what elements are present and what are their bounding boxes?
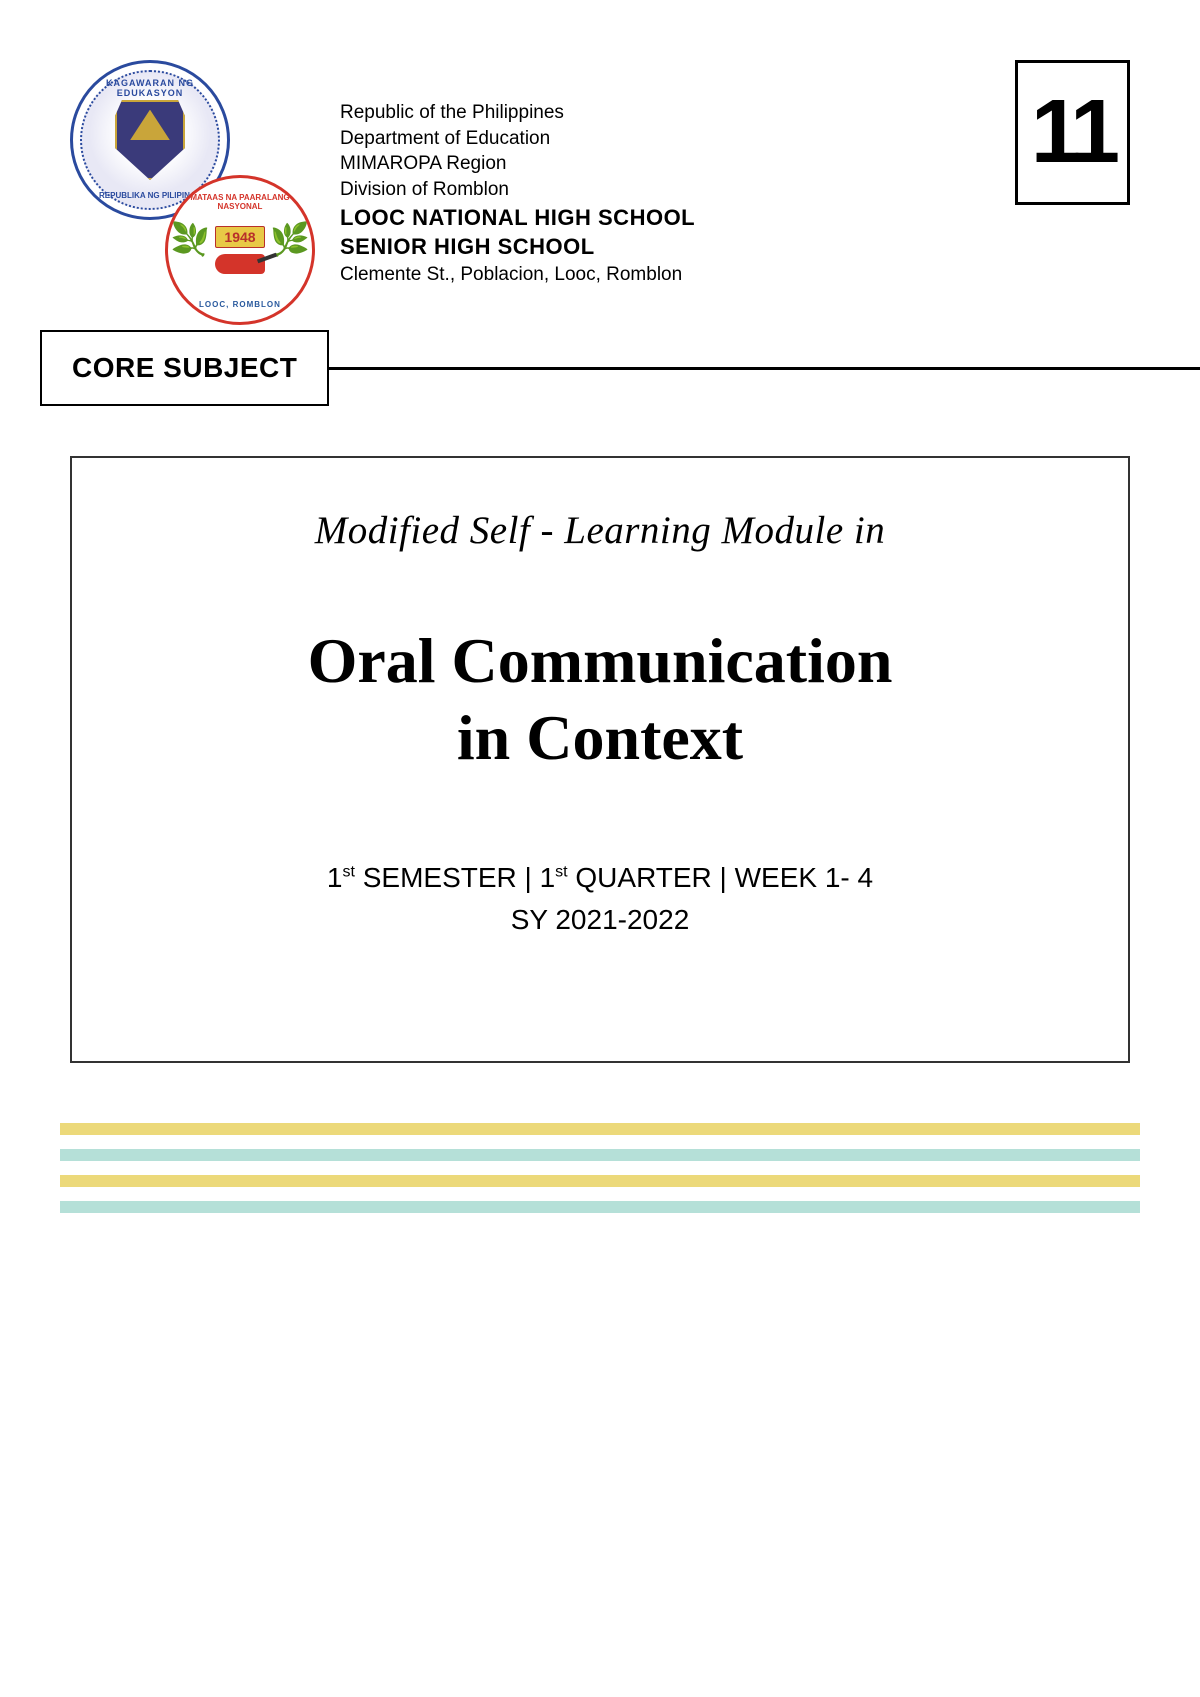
stripe-4 xyxy=(60,1201,1140,1213)
meta-line-2: SY 2021-2022 xyxy=(511,904,690,935)
module-meta: 1st SEMESTER | 1st QUARTER | WEEK 1- 4 S… xyxy=(102,857,1098,941)
header-line-1: Republic of the Philippines xyxy=(340,100,1130,126)
header-line-2: Department of Education xyxy=(340,126,1130,152)
school-year-banner: 1948 xyxy=(215,226,264,248)
stripe-2 xyxy=(60,1149,1140,1161)
page: KAGAWARAN NG EDUKASYON REPUBLIKA NG PILI… xyxy=(0,0,1200,1697)
module-pretitle: Modified Self - Learning Module in xyxy=(102,508,1098,553)
module-title-line-1: Oral Communication xyxy=(308,625,893,696)
meta-mid-1: SEMESTER | 1 xyxy=(355,862,555,893)
header-text-block: Republic of the Philippines Department o… xyxy=(340,100,1130,288)
header-school-1: LOOC NATIONAL HIGH SCHOOL xyxy=(340,203,1130,233)
header-row: KAGAWARAN NG EDUKASYON REPUBLIKA NG PILI… xyxy=(70,60,1130,310)
subject-row: CORE SUBJECT xyxy=(40,330,1130,406)
meta-sup-1: st xyxy=(342,863,354,880)
subject-label-box: CORE SUBJECT xyxy=(40,330,329,406)
school-logo-center: 1948 xyxy=(215,226,265,274)
header-school-2: SENIOR HIGH SCHOOL xyxy=(340,232,1130,262)
header-line-4: Division of Romblon xyxy=(340,177,1130,203)
module-title-line-2: in Context xyxy=(457,702,743,773)
school-logo-top-text: MATAAS NA PAARALANG NASYONAL xyxy=(175,193,305,211)
deped-logo-top-text: KAGAWARAN NG EDUKASYON xyxy=(82,78,218,98)
subject-divider-line xyxy=(329,367,1200,370)
logos-container: KAGAWARAN NG EDUKASYON REPUBLIKA NG PILI… xyxy=(70,60,320,310)
main-content-box: Modified Self - Learning Module in Oral … xyxy=(70,456,1130,1063)
laurel-left-icon: 🌿 xyxy=(185,220,210,280)
meta-prefix-1: 1 xyxy=(327,862,343,893)
meta-mid-2: QUARTER | WEEK 1- 4 xyxy=(568,862,873,893)
decorative-stripes xyxy=(60,1123,1140,1213)
grade-number: 11 xyxy=(1031,81,1114,184)
stripe-3 xyxy=(60,1175,1140,1187)
stripe-1 xyxy=(60,1123,1140,1135)
header-line-3: MIMAROPA Region xyxy=(340,151,1130,177)
school-logo-bottom-text: LOOC, ROMBLON xyxy=(175,300,305,309)
shield-icon xyxy=(115,100,185,180)
school-logo: MATAAS NA PAARALANG NASYONAL 🌿 🌿 1948 LO… xyxy=(165,175,315,325)
header-address: Clemente St., Poblacion, Looc, Romblon xyxy=(340,262,1130,288)
hand-pen-icon xyxy=(215,254,265,274)
module-title: Oral Communication in Context xyxy=(102,623,1098,777)
school-logo-inner: MATAAS NA PAARALANG NASYONAL 🌿 🌿 1948 LO… xyxy=(175,185,305,315)
subject-label: CORE SUBJECT xyxy=(72,352,297,383)
grade-box: 11 xyxy=(1015,60,1130,205)
meta-sup-2: st xyxy=(555,863,567,880)
laurel-right-icon: 🌿 xyxy=(270,220,295,280)
